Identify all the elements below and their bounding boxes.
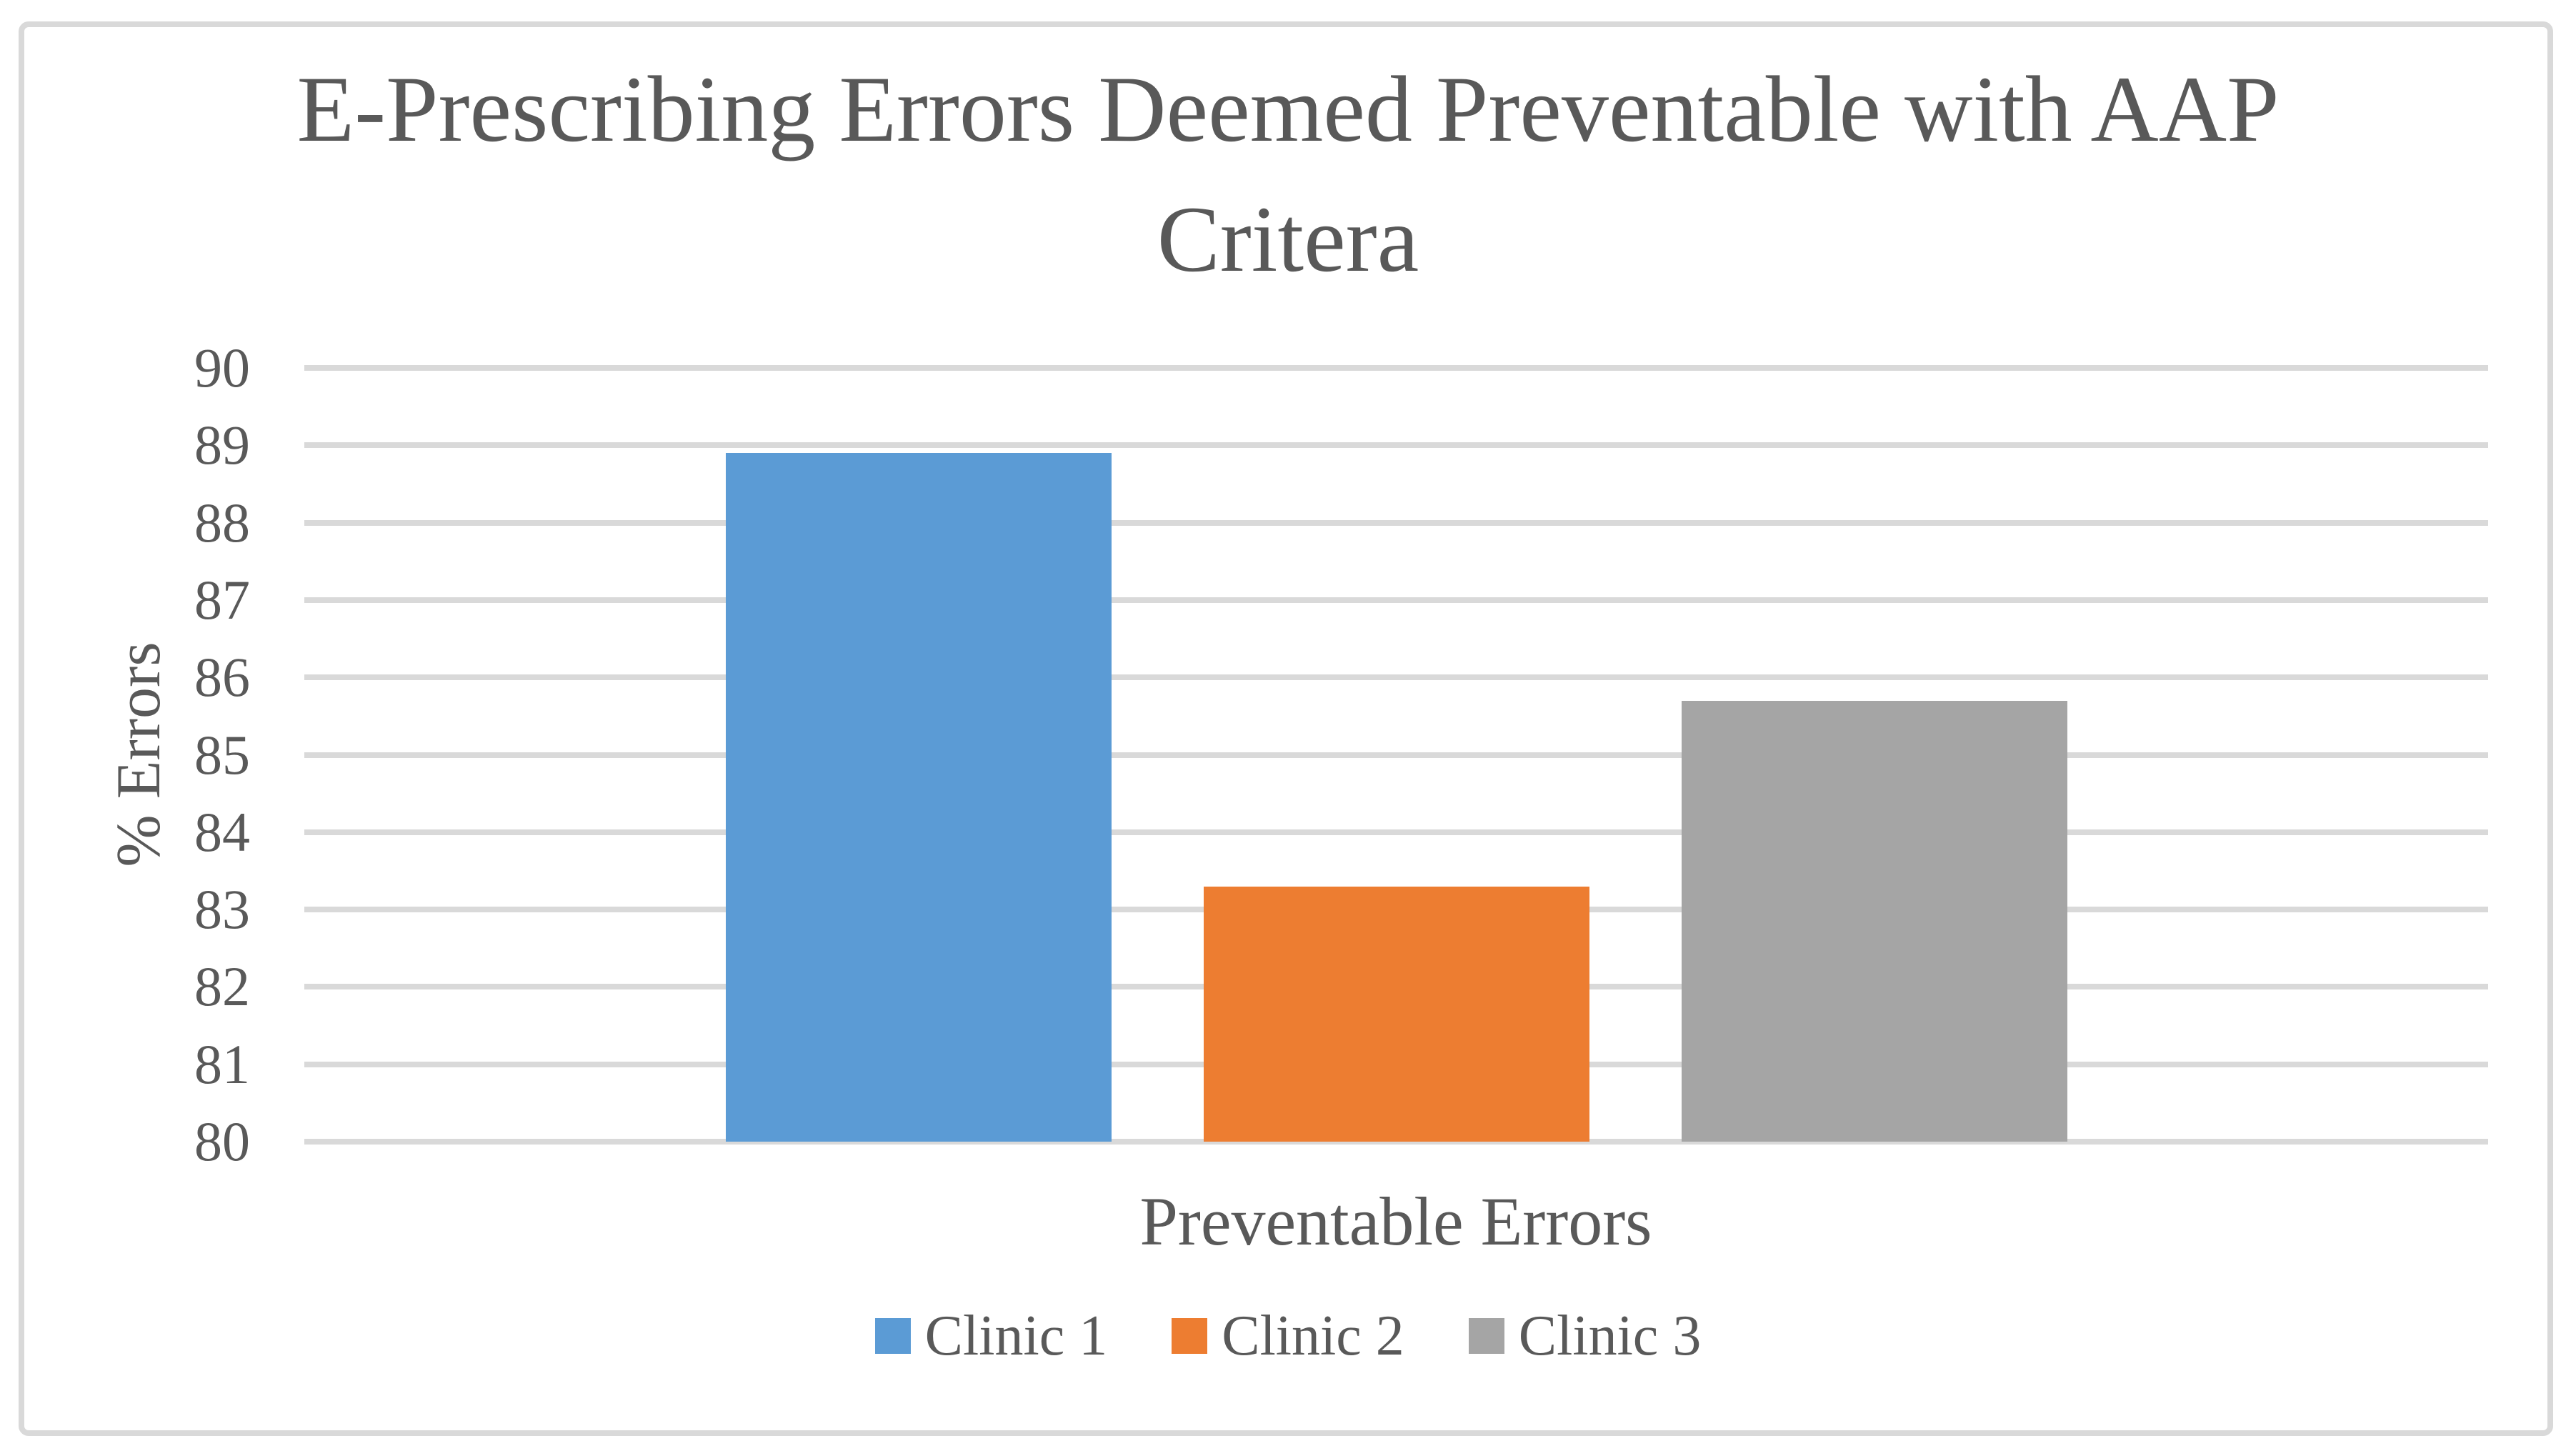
y-tick-label-88: 88 [194, 491, 250, 554]
bar-clinic-3 [1681, 700, 2067, 1142]
y-tick-label-85: 85 [194, 723, 250, 786]
legend-swatch-clinic-1 [874, 1318, 911, 1354]
y-tick-label-82: 82 [194, 955, 250, 1018]
legend-label-clinic-3: Clinic 3 [1518, 1305, 1702, 1367]
bar-clinic-2 [1203, 886, 1589, 1142]
legend-swatch-clinic-2 [1172, 1318, 1208, 1354]
chart-title-line-1: E-Prescribing Errors Deemed Preventable … [296, 56, 2280, 161]
plot-area: 80 81 82 83 84 85 86 87 88 89 90 [194, 340, 2488, 1170]
y-axis-title: % Errors [104, 642, 174, 867]
legend-swatch-clinic-3 [1468, 1318, 1504, 1354]
y-tick-label-87: 87 [194, 568, 250, 631]
y-tick-label-84: 84 [194, 800, 250, 863]
legend-label-clinic-1: Clinic 1 [924, 1305, 1108, 1367]
y-tick-label-86: 86 [194, 646, 250, 709]
gridline-86 [304, 674, 2488, 681]
legend-item-clinic-2: Clinic 2 [1172, 1307, 1404, 1365]
legend-item-clinic-1: Clinic 1 [874, 1305, 1108, 1367]
y-tick-label-83: 83 [194, 878, 250, 941]
gridline-88 [304, 519, 2488, 526]
y-tick-label-90: 90 [194, 336, 250, 399]
chart-title-line-2: Critera [1157, 186, 1419, 292]
bar-clinic-1 [725, 453, 1112, 1142]
gridline-90 [304, 365, 2488, 371]
gridline-87 [304, 597, 2488, 603]
legend-label-clinic-2: Clinic 2 [1222, 1305, 1404, 1367]
gridline-85 [304, 752, 2488, 758]
gridline-80 [304, 1139, 2488, 1145]
legend-item-clinic-3: Clinic 3 [1468, 1305, 1702, 1367]
gridline-84 [304, 829, 2488, 835]
y-tick-label-80: 80 [194, 1110, 250, 1172]
legend: Clinic 1 Clinic 2 Clinic 3 [0, 1307, 2576, 1365]
gridline-89 [304, 442, 2488, 449]
y-tick-label-81: 81 [194, 1032, 250, 1095]
x-category-label: Preventable Errors [1139, 1183, 1652, 1260]
chart-frame-border [19, 21, 2553, 1436]
y-tick-label-89: 89 [194, 414, 250, 477]
chart-title: E-Prescribing Errors Deemed Preventable … [0, 44, 2576, 304]
